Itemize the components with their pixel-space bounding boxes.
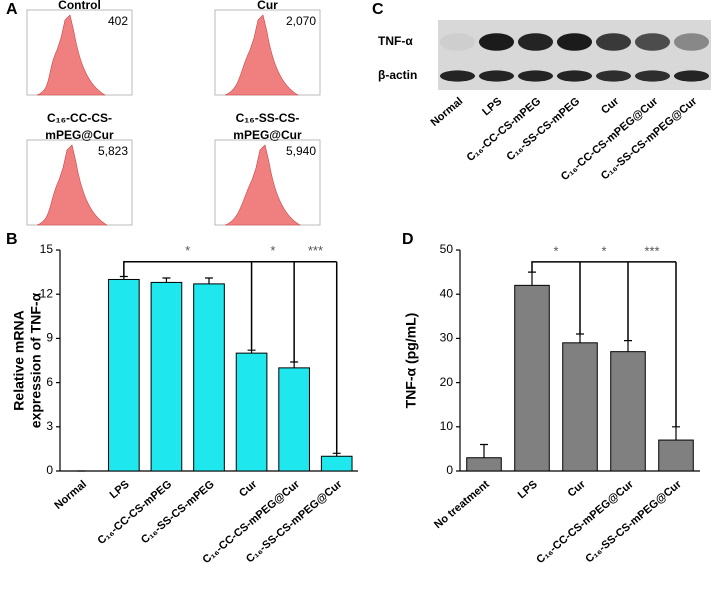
value-label: 5,940 xyxy=(286,144,316,158)
x-tick-label: Cur xyxy=(599,95,622,117)
y-tick-label: 3 xyxy=(46,419,53,433)
error-bar xyxy=(672,426,680,441)
significance-label: * xyxy=(601,243,606,258)
x-tick-label: Cur xyxy=(566,478,589,500)
y-tick-label: 0 xyxy=(46,463,53,477)
blot-band xyxy=(478,33,515,51)
y-axis-label: TNF-α (pg/mL) xyxy=(403,313,419,409)
x-tick-label: Normal xyxy=(52,478,89,512)
bar xyxy=(150,281,183,472)
value-label: 402 xyxy=(108,14,128,28)
panel-label: A xyxy=(6,1,18,18)
y-tick-label: 20 xyxy=(440,375,454,389)
histogram-title: C₁₆-SS-CS- xyxy=(236,111,300,125)
x-tick-label: C₁₆-CC-CS-mPEG@Cur xyxy=(534,478,636,566)
error-bar xyxy=(528,271,536,286)
error-bar xyxy=(162,277,171,283)
blot-band xyxy=(439,70,476,82)
blot-band xyxy=(634,70,671,82)
x-tick-label: Normal xyxy=(429,95,466,129)
error-bar xyxy=(480,443,488,458)
error-bar xyxy=(205,277,213,284)
blot-band xyxy=(595,33,632,51)
x-tick-label: C₁₆-SS-CS-mPEG xyxy=(139,478,217,546)
blot-band xyxy=(556,33,593,51)
histogram-title: Cur xyxy=(257,0,278,12)
histogram-peak xyxy=(36,144,109,226)
error-bar xyxy=(624,340,632,352)
significance-label: *** xyxy=(308,243,323,258)
blot-band xyxy=(517,33,554,51)
x-tick-label: LPS xyxy=(108,478,132,501)
x-tick-label: C₁₆-CC-CS-mPEG xyxy=(96,478,175,547)
x-tick-label: No treatment xyxy=(432,478,492,531)
error-bar xyxy=(576,333,584,343)
blot-band xyxy=(634,33,671,51)
bar xyxy=(514,284,550,472)
significance-bracket xyxy=(123,261,337,277)
blot-band xyxy=(673,33,710,51)
blot-band xyxy=(673,70,710,82)
blot-row-label: β-actin xyxy=(378,68,417,82)
bar xyxy=(278,367,310,472)
significance-label: * xyxy=(270,243,275,258)
blot-band xyxy=(556,70,593,82)
y-tick-label: 15 xyxy=(40,242,54,256)
x-tick-label: LPS xyxy=(516,478,540,501)
x-tick-label: Cur xyxy=(237,478,260,500)
blot-band xyxy=(439,33,476,51)
panel-label: B xyxy=(6,231,18,248)
blot-band xyxy=(517,70,554,82)
bar xyxy=(193,283,225,472)
histogram-title: C₁₆-CC-CS- xyxy=(47,111,112,125)
blot-band xyxy=(595,70,632,82)
significance-label: *** xyxy=(644,243,659,258)
value-label: 2,070 xyxy=(286,14,316,28)
blot-band xyxy=(478,70,515,82)
panel-label: D xyxy=(402,231,414,248)
y-tick-label: 50 xyxy=(440,242,454,256)
histogram-title: mPEG@Cur xyxy=(45,128,114,142)
blot-row-label: TNF-α xyxy=(378,34,413,48)
error-bar xyxy=(247,349,256,354)
bar xyxy=(610,351,646,472)
y-tick-label: 10 xyxy=(440,419,454,433)
histogram-title: mPEG@Cur xyxy=(233,128,302,142)
y-tick-label: 6 xyxy=(46,375,53,389)
y-tick-label: 0 xyxy=(446,463,453,477)
significance-label: * xyxy=(185,243,190,258)
error-bar xyxy=(290,361,299,368)
significance-label: * xyxy=(553,243,558,258)
bar xyxy=(108,278,140,472)
panel-label: C xyxy=(372,1,384,18)
significance-bracket xyxy=(531,261,676,273)
x-tick-label: C₁₆-SS-CS-mPEG@Cur xyxy=(583,478,684,566)
bar xyxy=(466,457,502,472)
bar xyxy=(562,342,598,472)
y-axis-label: Relative mRNA xyxy=(11,310,27,410)
histogram-peak xyxy=(36,14,107,96)
x-tick-label: C₁₆-SS-CS-mPEG xyxy=(505,95,583,163)
y-tick-label: 30 xyxy=(440,331,454,345)
y-axis-label: expression of TNF-α xyxy=(28,292,44,428)
x-tick-label: LPS xyxy=(480,95,504,118)
bar xyxy=(320,455,353,472)
histogram-peak xyxy=(224,14,300,96)
histogram-peak xyxy=(224,144,302,226)
bar xyxy=(235,352,268,472)
value-label: 5,823 xyxy=(98,144,128,158)
y-tick-label: 9 xyxy=(46,331,53,345)
y-tick-label: 12 xyxy=(40,286,54,300)
y-tick-label: 40 xyxy=(440,286,454,300)
histogram-title: Control xyxy=(58,0,101,12)
bar xyxy=(658,439,694,472)
